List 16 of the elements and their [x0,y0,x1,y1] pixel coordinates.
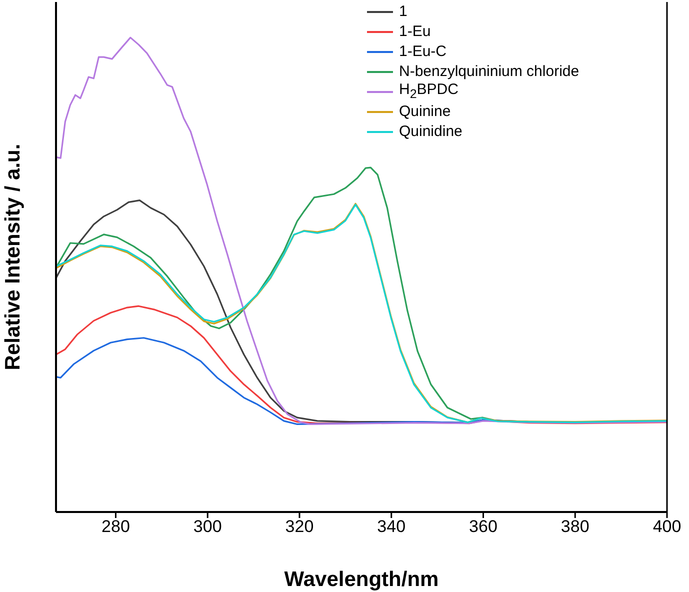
x-axis-title: Wavelength/nm [284,568,439,591]
legend-label: 1-Eu-C [399,42,447,62]
x-tick-label: 360 [469,517,498,536]
x-tick-label: 340 [377,517,406,536]
x-tick-label: 320 [285,517,314,536]
legend-label: H$_{2}$BPDC [399,80,458,103]
y-axis-title: Relative Intensity / a.u. [1,144,24,370]
legend-label: 1 [399,2,408,22]
legend-label: N-benzylquininium chloride [399,62,580,82]
x-tick-label: 300 [193,517,222,536]
x-tick-label: 380 [560,517,590,536]
x-tick-label: 400 [652,517,682,536]
legend-label: Quinine [399,102,451,122]
legend-label: 1-Eu [399,22,431,42]
legend-label: Quinidine [399,122,462,142]
x-tick-label: 280 [102,517,130,536]
